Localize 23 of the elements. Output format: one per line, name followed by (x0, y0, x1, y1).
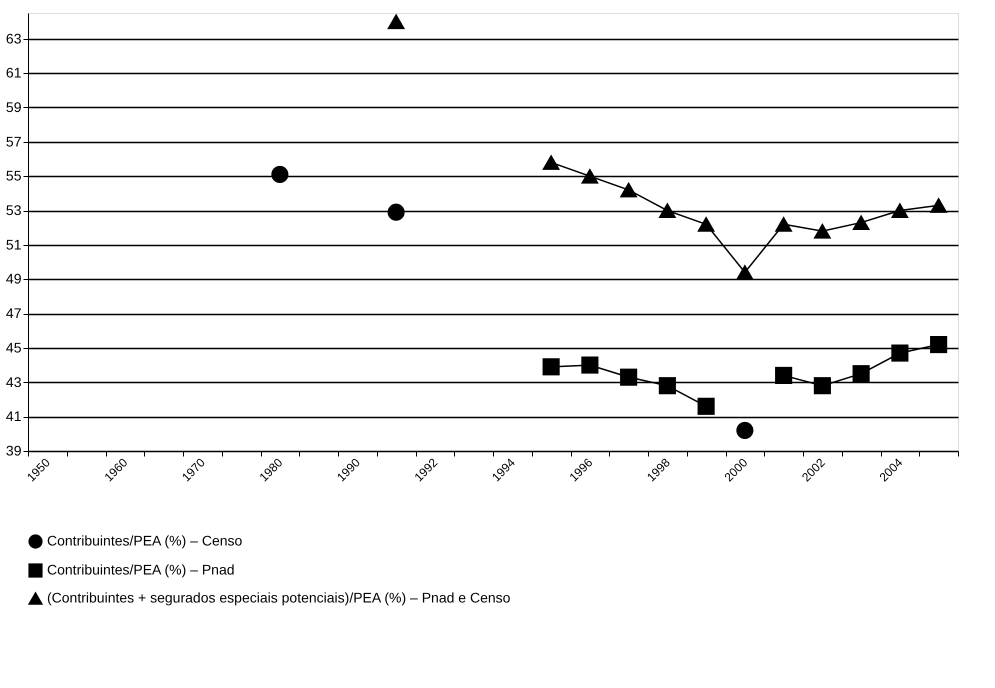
point (388, 204, 405, 221)
y-tick-label: 63 (6, 30, 22, 46)
y-tick-label: 59 (6, 98, 22, 115)
legend-label: Contribuintes/PEA (%) – Pnad (47, 562, 235, 578)
y-tick-label: 43 (6, 374, 22, 390)
point (271, 166, 288, 184)
y-tick-label: 53 (6, 202, 22, 218)
y-tick-label: 61 (6, 64, 22, 81)
point (542, 154, 560, 170)
point (930, 336, 948, 354)
legend-label: (Contribuintes + segurados especiais potenciais)/PEA (%) – Pnad e Censo (47, 590, 511, 606)
y-tick-label: 55 (6, 168, 22, 184)
point (736, 422, 754, 439)
y-tick-label: 41 (6, 408, 22, 424)
point (698, 398, 715, 415)
y-tick-label: 51 (6, 236, 22, 252)
y-tick-label: 39 (6, 442, 22, 458)
y-tick-label: 45 (6, 339, 22, 356)
y-tick-label: 47 (6, 305, 22, 322)
point (388, 14, 405, 30)
y-tick-label: 57 (6, 133, 22, 150)
legend-label: Contribuintes/PEA (%) – Censo (47, 532, 243, 548)
y-tick-label: 49 (6, 270, 22, 287)
